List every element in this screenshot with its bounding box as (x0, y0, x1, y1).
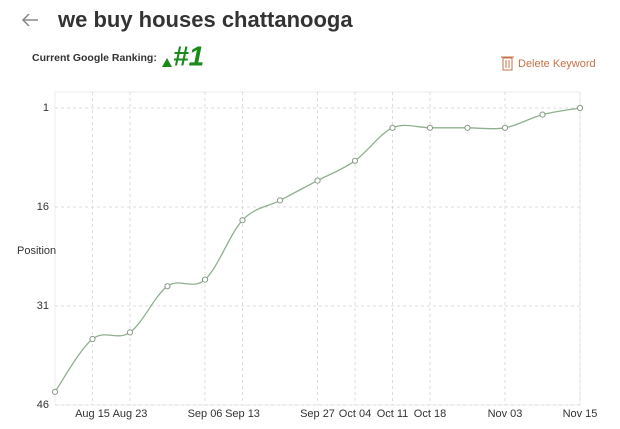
y-axis-label: Position (17, 245, 56, 257)
y-tick-label: 1 (43, 102, 49, 114)
data-point (389, 124, 396, 131)
data-point (576, 104, 584, 112)
data-point (89, 335, 96, 343)
data-point (276, 197, 284, 204)
x-tick-label: Aug 15 (75, 408, 110, 420)
data-point (426, 124, 434, 131)
delete-keyword[interactable]: Delete Keyword (501, 56, 596, 71)
data-point (314, 177, 321, 184)
data-point (351, 157, 359, 164)
x-tick-label: Nov 03 (488, 408, 523, 420)
x-tick-label: Nov 15 (563, 408, 598, 420)
data-point (126, 329, 134, 336)
ranking-value: #1 (173, 40, 204, 71)
data-point (501, 124, 509, 131)
ranking-label: Current Google Ranking: (32, 52, 157, 64)
y-tick-label: 46 (37, 399, 49, 411)
x-tick-label: Aug 23 (113, 408, 148, 420)
data-point (539, 111, 546, 118)
data-point (239, 217, 246, 224)
data-point (201, 276, 209, 283)
page-title: we buy houses chattanooga (57, 7, 353, 32)
x-tick-label: Oct 11 (377, 408, 409, 420)
delete-keyword-label: Delete Keyword (518, 58, 596, 70)
back-button[interactable] (21, 13, 38, 27)
y-tick-label: 31 (37, 300, 49, 312)
x-tick-label: Sep 06 (188, 408, 223, 420)
x-tick-label: Sep 13 (225, 408, 260, 420)
data-point (51, 388, 59, 395)
trash-icon (501, 56, 514, 71)
data-point (464, 124, 471, 131)
x-tick-label: Oct 18 (414, 408, 446, 420)
up-arrow (162, 58, 172, 67)
data-point (164, 283, 171, 290)
x-tick-label: Sep 27 (300, 408, 335, 420)
y-tick-label: 16 (37, 201, 49, 213)
x-tick-label: Oct 04 (339, 408, 371, 420)
